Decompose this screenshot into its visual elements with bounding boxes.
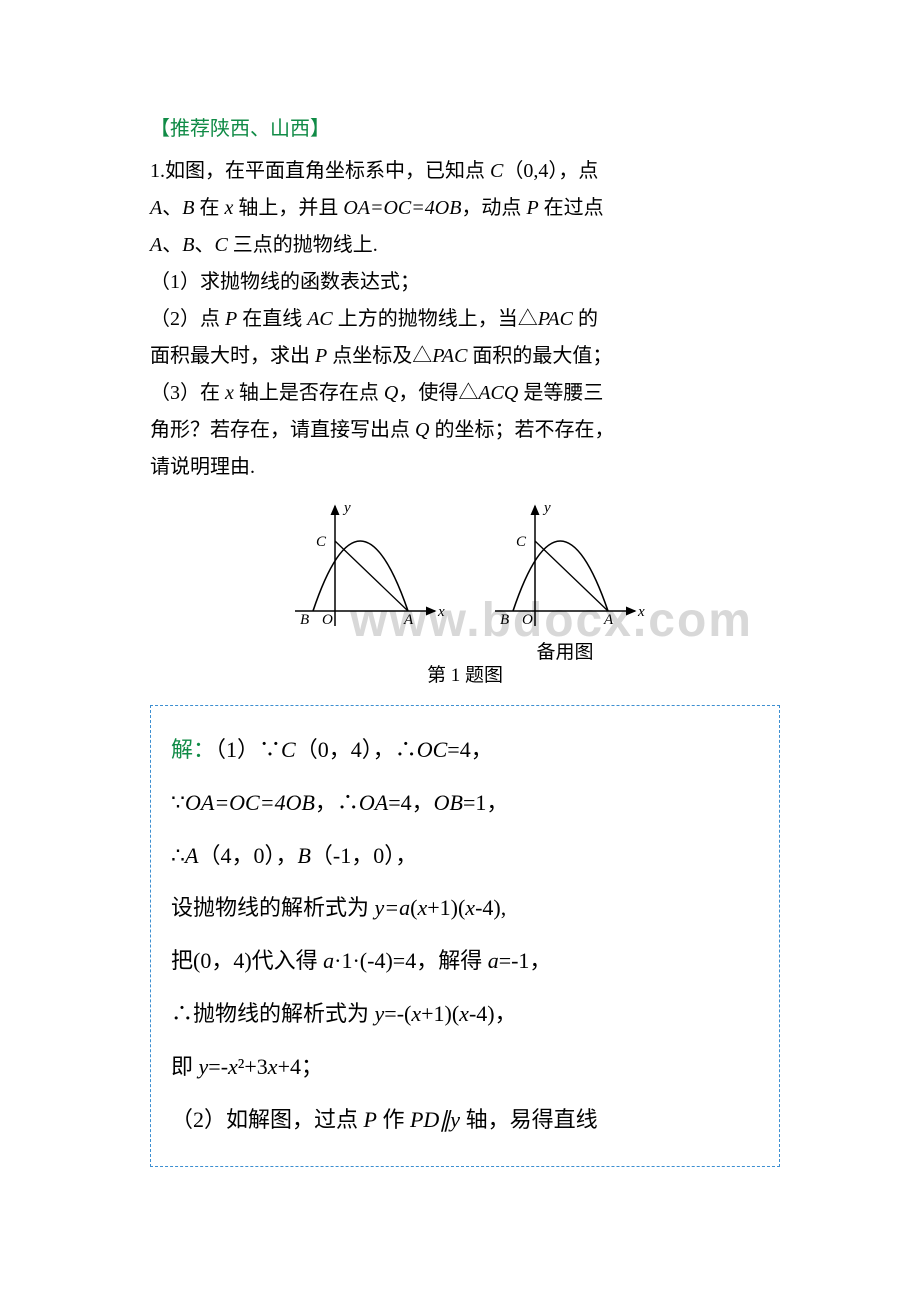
figure-left: y x C B O A [280, 496, 450, 636]
svg-text:A: A [603, 612, 614, 628]
figure-right: y x C B O A [480, 496, 650, 636]
label-b: B [300, 612, 309, 628]
axis-x-label: x [437, 604, 445, 620]
label-a: A [403, 612, 414, 628]
pt-b: B [182, 197, 194, 219]
figure-left-wrap: y x C B O A [280, 496, 450, 664]
svg-text:x: x [637, 604, 645, 620]
pt-a: A [150, 197, 162, 219]
axis-y-label: y [342, 500, 351, 516]
recommendation-tag: 【推荐陕西、山西】 [150, 112, 780, 141]
figure-main-caption: 第 1 题图 [150, 660, 780, 687]
solution-label: 解： [171, 737, 215, 762]
problem-statement: 1.如图，在平面直角坐标系中，已知点 C（0,4），点 A、B 在 x 轴上，并… [150, 153, 780, 486]
label-c: C [316, 534, 327, 550]
solution-box: 解：（1）∵C（0，4），∴OC=4， ∵OA=OC=4OB，∴OA=4，OB=… [150, 705, 780, 1167]
figure-right-caption: 备用图 [480, 637, 650, 664]
figure-container: www.bdocx.com y x C B O A [150, 496, 780, 664]
svg-text:O: O [522, 612, 533, 628]
p1-text: 1.如图，在平面直角坐标系中，已知点 [150, 160, 490, 182]
p1-coord: （0,4），点 [503, 160, 598, 182]
document-page: 【推荐陕西、山西】 1.如图，在平面直角坐标系中，已知点 C（0,4），点 A、… [0, 0, 920, 1207]
svg-text:y: y [542, 500, 551, 516]
q1: （1）求抛物线的函数表达式； [150, 271, 420, 293]
point-c: C [490, 160, 503, 182]
svg-text:B: B [500, 612, 509, 628]
label-o: O [322, 612, 333, 628]
figure-right-wrap: y x C B O A 备用图 [480, 496, 650, 664]
svg-text:C: C [516, 534, 527, 550]
